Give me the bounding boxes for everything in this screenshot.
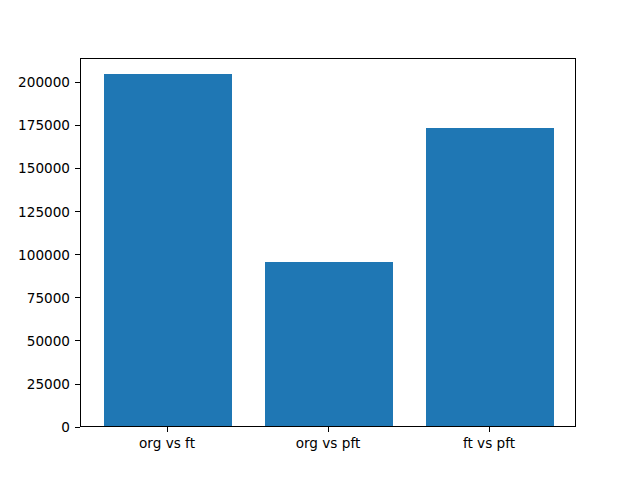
y-tick-label: 175000 <box>0 117 70 133</box>
x-tick-label: ft vs pft <box>409 435 569 451</box>
y-tick-label: 200000 <box>0 74 70 90</box>
y-tick-label: 150000 <box>0 160 70 176</box>
bar <box>426 128 555 427</box>
bar <box>265 262 394 426</box>
y-tick-mark <box>75 254 80 255</box>
y-tick-label: 0 <box>0 419 70 435</box>
x-tick-mark <box>489 427 490 432</box>
x-tick-label: org vs pft <box>248 435 408 451</box>
y-tick-mark <box>75 82 80 83</box>
y-tick-mark <box>75 384 80 385</box>
y-tick-label: 125000 <box>0 204 70 220</box>
figure-canvas: 0 25000 50000 75000 100000 125000 150000 175000… <box>0 0 640 480</box>
y-tick-label: 25000 <box>0 376 70 392</box>
plot-area <box>80 58 576 428</box>
y-tick-mark <box>75 211 80 212</box>
x-tick-mark <box>167 427 168 432</box>
y-tick-mark <box>75 297 80 298</box>
y-tick-label: 100000 <box>0 247 70 263</box>
x-tick-mark <box>328 427 329 432</box>
x-tick-label: org vs ft <box>87 435 247 451</box>
y-tick-mark <box>75 427 80 428</box>
bar <box>104 74 233 426</box>
y-tick-label: 50000 <box>0 333 70 349</box>
y-tick-label: 75000 <box>0 290 70 306</box>
y-tick-mark <box>75 340 80 341</box>
y-tick-mark <box>75 168 80 169</box>
y-tick-mark <box>75 125 80 126</box>
